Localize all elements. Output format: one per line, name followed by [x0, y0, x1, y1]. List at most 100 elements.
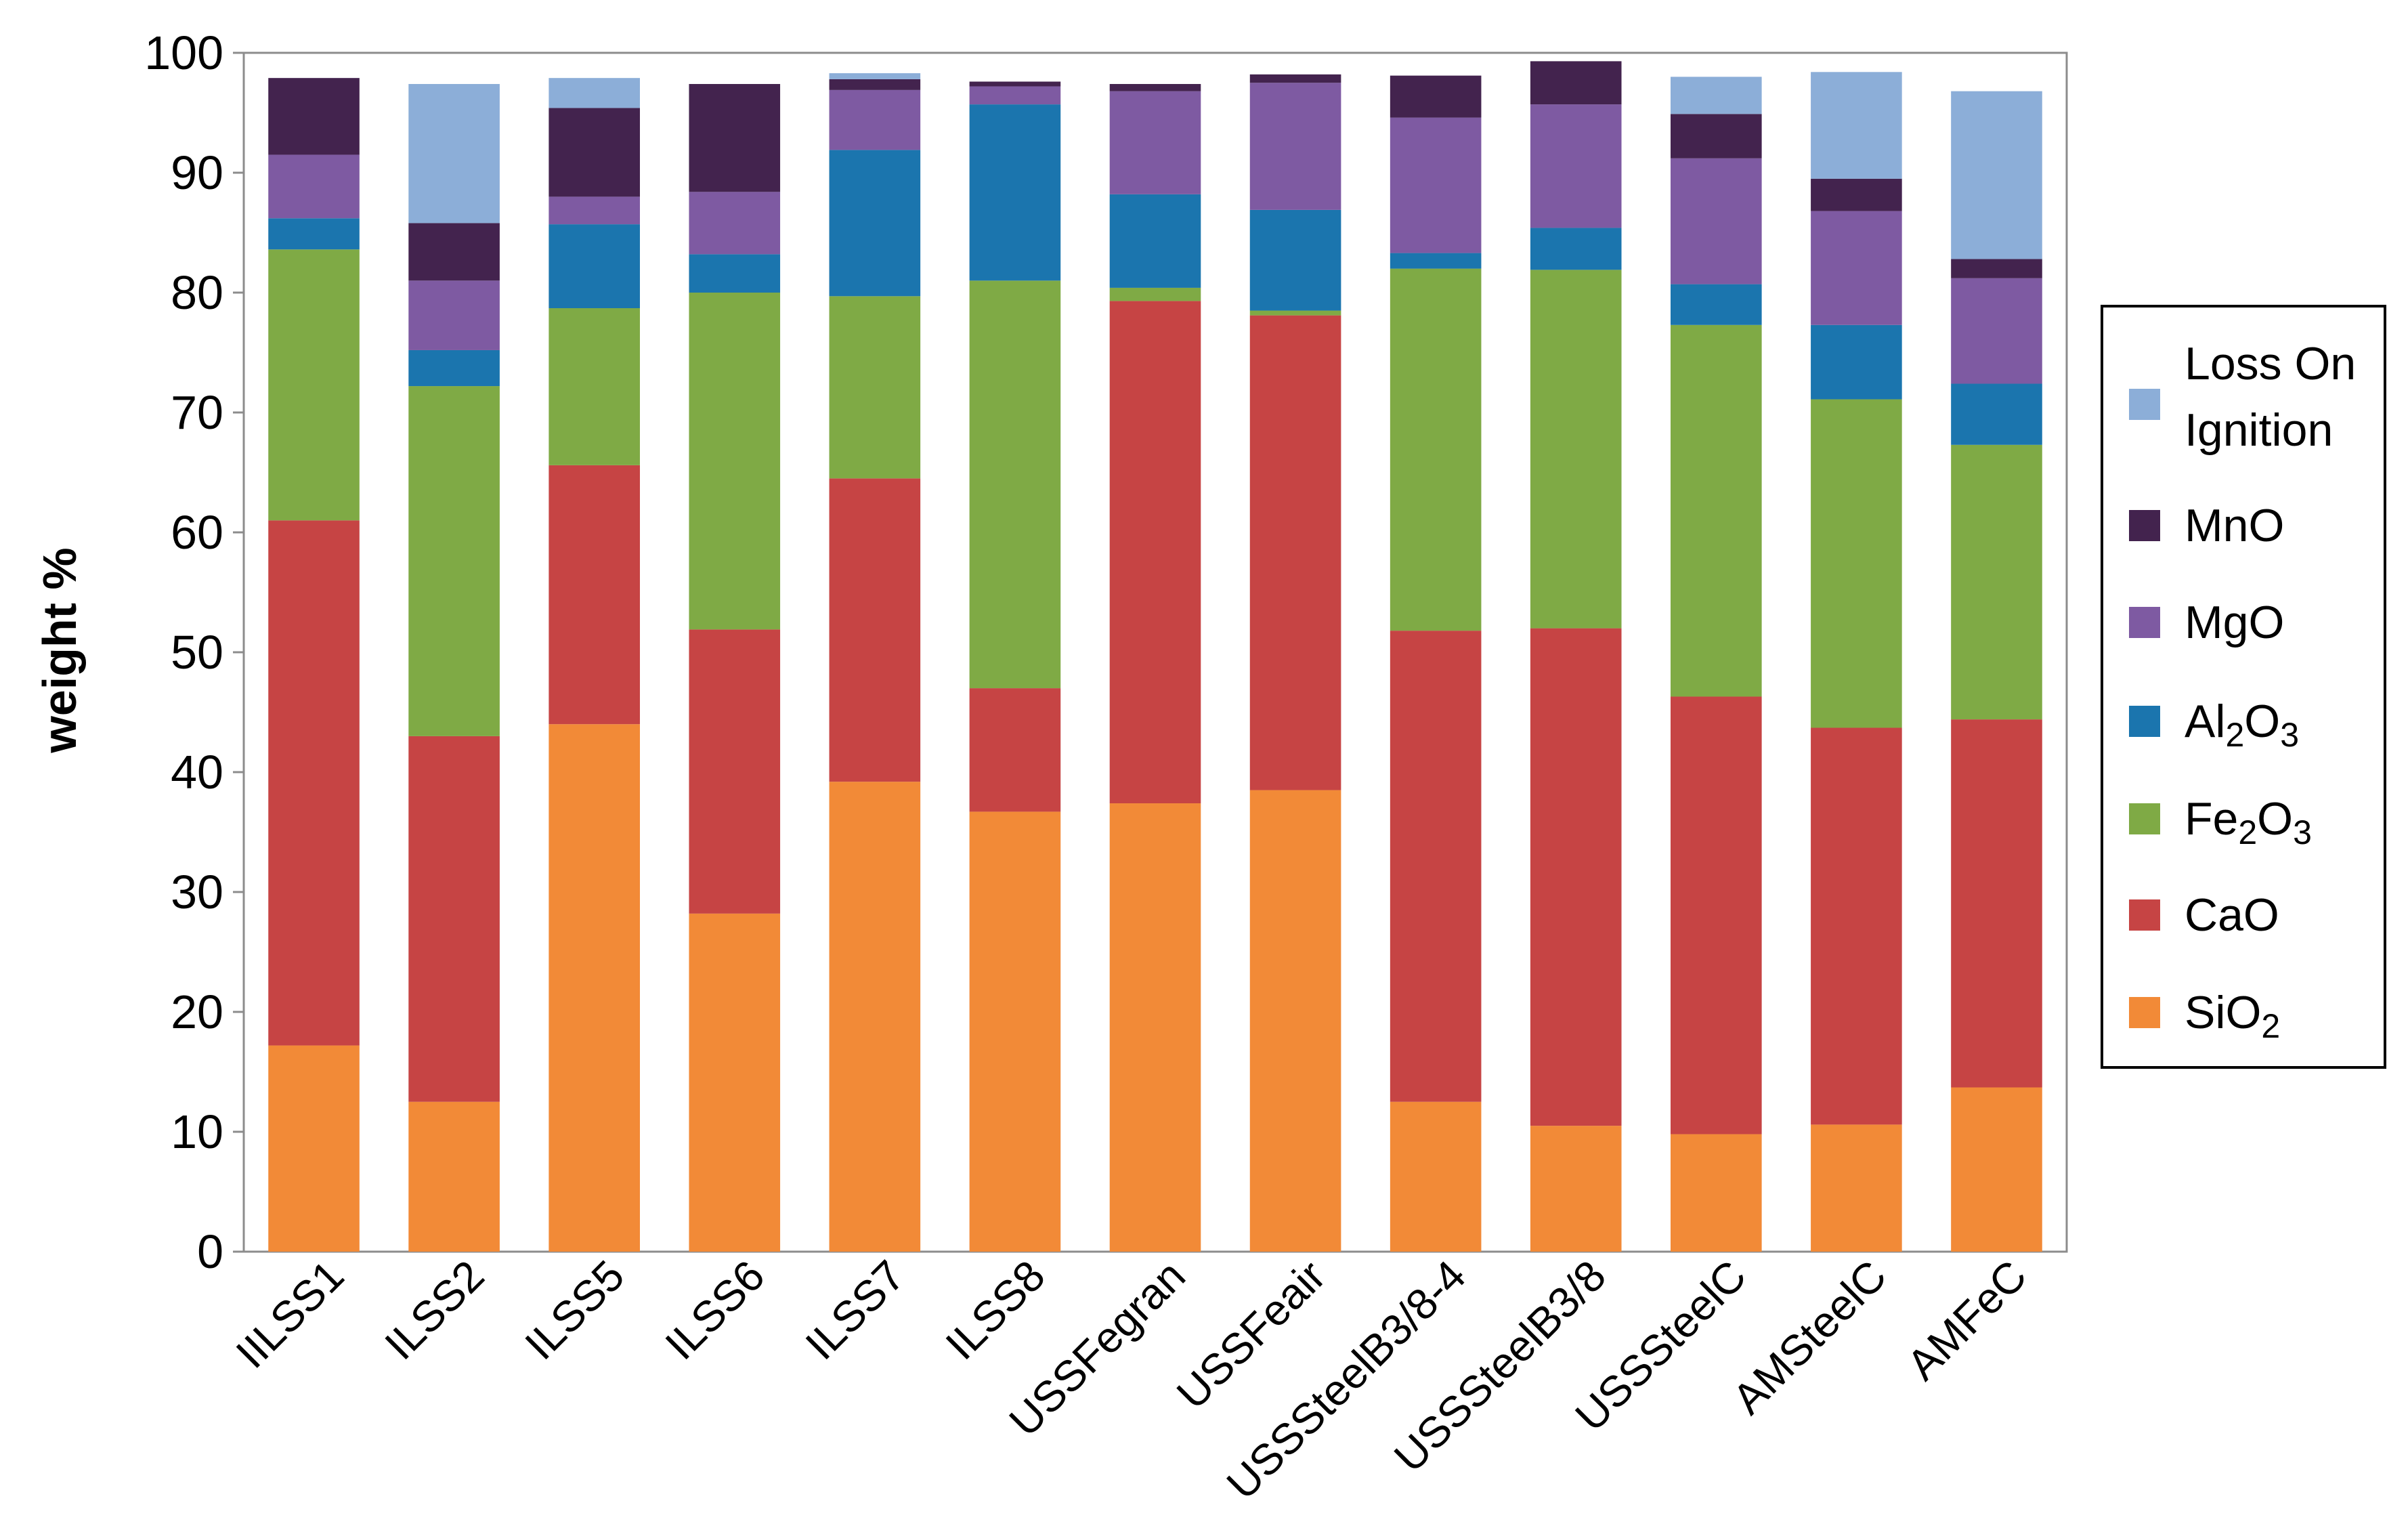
legend-label: MnO [2185, 500, 2284, 551]
legend-swatch [2129, 607, 2160, 638]
bar-segment [1671, 158, 1762, 284]
bar-segment [1109, 287, 1201, 301]
bar-segment [1390, 253, 1482, 269]
y-tick-label: 80 [171, 266, 223, 319]
bar-segment [1951, 91, 2042, 259]
y-tick-label: 30 [171, 866, 223, 918]
legend-label: SiO2 [2185, 987, 2280, 1045]
legend-label: Loss On [2185, 338, 2356, 389]
bar-segment [1109, 301, 1201, 804]
y-tick-label: 0 [197, 1225, 223, 1278]
bar-segment [1530, 104, 1622, 228]
bar-segment [1671, 114, 1762, 158]
bar-segment [829, 296, 921, 479]
x-tick-label: ILSS5 [515, 1251, 633, 1369]
bar-segment [689, 254, 781, 293]
bar-segment [1390, 117, 1482, 253]
bar-segment [829, 89, 921, 150]
bar-segment [1390, 75, 1482, 118]
bars [268, 61, 2042, 1252]
x-tick-label: ILSS6 [655, 1251, 773, 1369]
bar-segment [408, 84, 500, 224]
bar-segment [1811, 727, 1902, 1125]
bar-segment [1671, 1134, 1762, 1252]
bar-segment [1530, 61, 1622, 105]
bar-segment [1249, 209, 1341, 311]
bar-segment [549, 308, 640, 465]
y-tick-label: 100 [144, 26, 223, 79]
y-tick-label: 50 [171, 626, 223, 679]
legend-swatch [2129, 803, 2160, 834]
legend-box [2101, 305, 2386, 1069]
y-axis-label: weight % [33, 547, 86, 753]
bar-segment [689, 192, 781, 255]
y-tick-label: 10 [171, 1105, 223, 1158]
bar-segment [408, 223, 500, 281]
x-tick-label: ILSS2 [375, 1251, 493, 1369]
bar-segment [829, 73, 921, 79]
bar-segment [1951, 719, 2042, 1088]
bar-segment [268, 520, 360, 1046]
bar-segment [1671, 77, 1762, 114]
bar-segment [829, 478, 921, 782]
legend-swatch [2129, 706, 2160, 737]
bar-segment [408, 736, 500, 1102]
bar-segment [549, 724, 640, 1252]
bar-segment [1951, 444, 2042, 720]
bar-segment [969, 104, 1061, 281]
bar-segment [1109, 803, 1201, 1252]
bar-segment [689, 84, 781, 192]
bar-segment [1951, 1087, 2042, 1252]
bar-segment [268, 218, 360, 250]
bar-segment [549, 224, 640, 309]
bar-segment [408, 1101, 500, 1252]
y-tick-label: 90 [171, 146, 223, 199]
bar-segment [1671, 284, 1762, 325]
y-tick-label: 70 [171, 386, 223, 439]
bar-segment [1671, 696, 1762, 1134]
bar-segment [1390, 268, 1482, 631]
x-tick-label: AMSteelC [1723, 1251, 1896, 1424]
y-tick-label: 40 [171, 746, 223, 799]
legend-swatch [2129, 389, 2160, 420]
bar-segment [969, 811, 1061, 1252]
bar-segment [1811, 178, 1902, 211]
legend-label: CaO [2185, 889, 2279, 941]
bar-segment [1811, 211, 1902, 325]
bar-segment [1390, 1101, 1482, 1252]
y-tick-label: 60 [171, 506, 223, 559]
legend-label: MgO [2185, 597, 2284, 648]
bar-segment [829, 150, 921, 297]
bar-segment [1671, 324, 1762, 697]
y-tick-label: 20 [171, 985, 223, 1038]
bar-segment [969, 81, 1061, 87]
legend-label: Al2O3 [2185, 696, 2299, 754]
bar-segment [1109, 84, 1201, 91]
bar-segment [969, 688, 1061, 812]
legend-swatch [2129, 899, 2160, 931]
bar-segment [1811, 1124, 1902, 1252]
bar-segment [1109, 194, 1201, 288]
bar-segment [1390, 631, 1482, 1102]
bar-segment [1951, 383, 2042, 445]
x-tick-label: USSSteelB3/8-4 [1218, 1251, 1475, 1508]
bar-segment [829, 782, 921, 1252]
bar-segment [268, 249, 360, 521]
bar-segment [689, 293, 781, 630]
bar-segment [1811, 399, 1902, 728]
bar-segment [1811, 72, 1902, 179]
bar-segment [1951, 278, 2042, 384]
bar-segment [549, 196, 640, 225]
bar-segment [549, 78, 640, 108]
x-axis: IILSS1 ILSS2 ILSS5 ILSS6 ILSS7 ILSS8USSFegran… [227, 1251, 2036, 1508]
bar-segment [549, 108, 640, 197]
x-tick-label: IILSS1 [227, 1251, 353, 1378]
legend-swatch [2129, 510, 2160, 541]
bar-segment [1951, 259, 2042, 278]
bar-segment [1249, 74, 1341, 83]
bar-segment [1530, 270, 1622, 629]
bar-segment [689, 913, 781, 1252]
bar-segment [408, 386, 500, 736]
